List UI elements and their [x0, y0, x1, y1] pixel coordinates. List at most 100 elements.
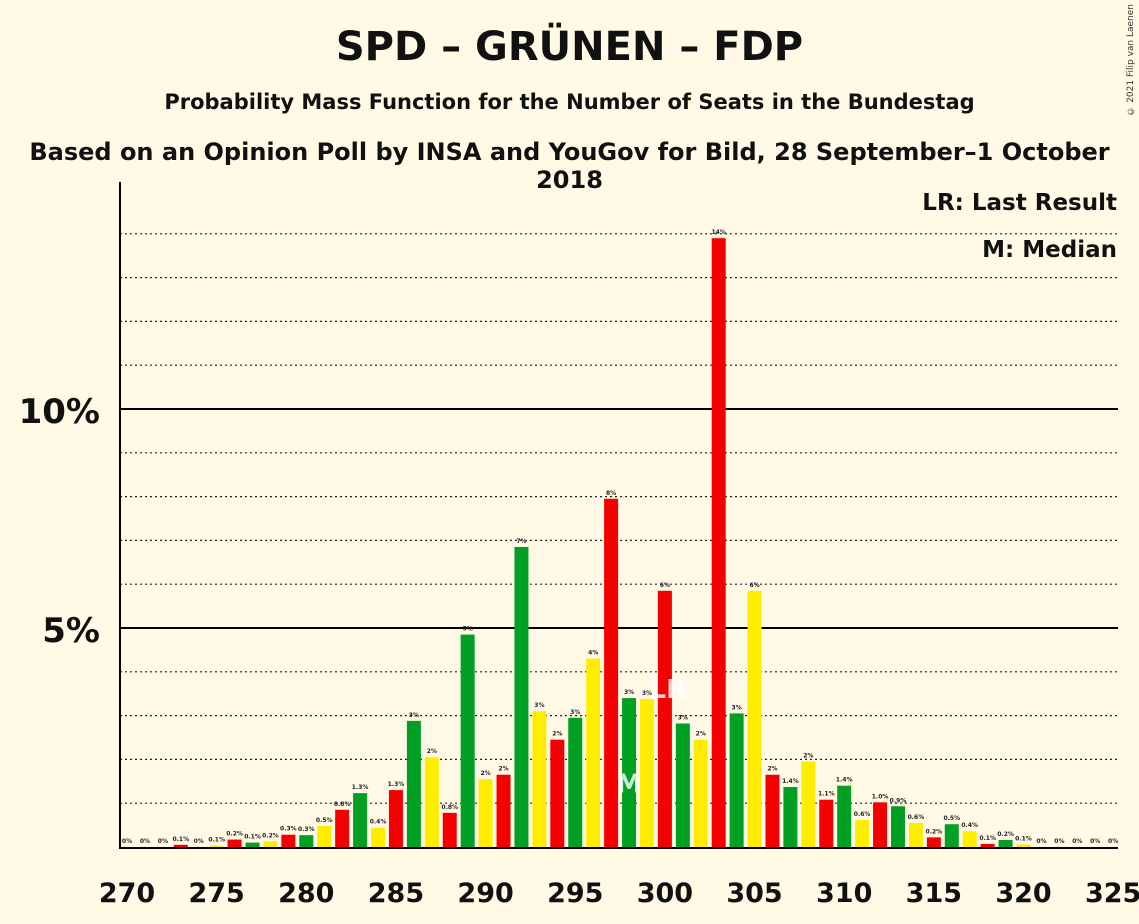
bar-seats-287 [424, 757, 439, 847]
bar-seats-295 [568, 717, 583, 847]
bar-value-label: 0.3% [280, 826, 297, 833]
bar-value-label: 0.2% [926, 828, 943, 835]
bar-seats-303 [711, 238, 726, 847]
bar-value-label: 3% [732, 704, 742, 711]
bar-value-label: 1.3% [388, 781, 405, 788]
bar-seats-281 [317, 825, 332, 847]
bar-value-label: 0% [194, 838, 204, 845]
bar-value-label: 0.4% [961, 822, 978, 829]
legend-last-result: LR: Last Result [922, 190, 1117, 216]
bar-value-label: 0.5% [316, 817, 333, 824]
x-tick-label: 270 [99, 878, 155, 909]
bar-seats-302 [693, 739, 708, 847]
bar-seats-299 [639, 698, 654, 847]
bar-seats-285 [388, 790, 403, 847]
bar-value-label: 14% [712, 229, 726, 236]
bar-value-label: 2% [803, 753, 813, 760]
bar-seats-277 [245, 842, 260, 847]
bar-seats-300 [657, 590, 672, 847]
x-tick-label: 310 [816, 878, 872, 909]
bar-seats-275 [209, 845, 224, 847]
bar-seats-313 [890, 806, 905, 847]
bar-value-label: 0.1% [244, 834, 261, 841]
bar-seats-290 [478, 779, 493, 847]
bar-value-label: 0% [122, 838, 132, 845]
bar-seats-320 [1016, 844, 1031, 847]
x-tick-label: 285 [368, 878, 424, 909]
bar-seats-296 [586, 658, 601, 847]
bar-value-label: 0.6% [908, 814, 925, 821]
bar-value-label: 0.2% [997, 831, 1014, 838]
bar-value-label: 8% [606, 490, 616, 497]
bar-value-label: 7% [516, 538, 526, 545]
bar-value-label: 1.4% [836, 777, 853, 784]
legend-median: M: Median [982, 237, 1117, 263]
chart-subtitle-source: Based on an Opinion Poll by INSA and You… [29, 138, 1110, 194]
bar-value-label: 6% [660, 582, 670, 589]
bar-value-label: 3% [534, 702, 544, 709]
bar-seats-309 [819, 799, 834, 847]
bar-value-label: 2% [481, 770, 491, 777]
bar-value-label: 0.2% [226, 831, 243, 838]
y-tick-label: 5% [42, 611, 100, 651]
bar-value-label: 3% [409, 712, 419, 719]
bar-seats-311 [855, 819, 870, 847]
bar-value-label: 1.1% [818, 791, 835, 798]
bar-value-label: 3% [642, 690, 652, 697]
bar-value-label: 0% [1054, 838, 1064, 845]
bar-seats-278 [263, 841, 278, 847]
x-tick-label: 275 [188, 878, 244, 909]
bar-seats-305 [747, 590, 762, 847]
bar-seats-316 [944, 824, 959, 847]
bar-value-label: 3% [624, 689, 634, 696]
bar-seats-319 [998, 839, 1013, 847]
bar-value-label: 0.5% [943, 815, 960, 822]
bar-seats-317 [962, 831, 977, 847]
x-tick-label: 305 [726, 878, 782, 909]
bar-seats-308 [801, 761, 816, 847]
bar-seats-276 [227, 839, 242, 847]
bar-seats-292 [514, 546, 529, 847]
bar-value-label: 0.3% [298, 826, 315, 833]
bar-value-label: 0.1% [208, 837, 225, 844]
bar-seats-301 [675, 723, 690, 847]
bar-value-label: 2% [552, 731, 562, 738]
bar-value-label: 0.6% [854, 811, 871, 818]
bar-seats-297 [604, 498, 619, 847]
bar-value-label: 0.9% [890, 797, 907, 804]
x-tick-label: 295 [547, 878, 603, 909]
bar-value-label: 2% [696, 731, 706, 738]
bar-value-label: 6% [749, 582, 759, 589]
bar-value-label: 0% [1108, 838, 1118, 845]
bar-value-label: 0.4% [370, 819, 387, 826]
bar-value-label: 0.8% [441, 804, 458, 811]
bar-seats-288 [442, 812, 457, 847]
bar-seats-298 [622, 698, 637, 847]
bar-seats-284 [371, 827, 386, 847]
median-marker: M [616, 769, 642, 799]
bar-value-label: 1.4% [782, 778, 799, 785]
bar-value-label: 0% [1036, 838, 1046, 845]
bar-value-label: 2% [498, 766, 508, 773]
bar-seats-307 [783, 786, 798, 847]
y-tick-label: 10% [19, 392, 100, 432]
bar-value-label: 1.3% [352, 784, 369, 791]
bar-value-label: 2% [767, 766, 777, 773]
bar-seats-293 [532, 711, 547, 847]
bar-value-label: 1.0% [872, 793, 889, 800]
bar-seats-283 [353, 793, 368, 847]
x-tick-label: 320 [995, 878, 1051, 909]
bar-value-label: 0.8% [334, 801, 351, 808]
last-result-marker: LR [650, 675, 687, 705]
bar-seats-286 [406, 720, 421, 847]
bar-seats-294 [550, 739, 565, 847]
bar-value-label: 4% [588, 650, 598, 657]
bar-seats-282 [335, 809, 350, 847]
bar-value-label: 5% [463, 626, 473, 633]
bar-value-label: 0% [140, 838, 150, 845]
bar-value-label: 0.2% [262, 832, 279, 839]
bar-value-label: 0% [1090, 838, 1100, 845]
bar-value-label: 3% [570, 709, 580, 716]
bar-value-label: 0.1% [979, 835, 996, 842]
